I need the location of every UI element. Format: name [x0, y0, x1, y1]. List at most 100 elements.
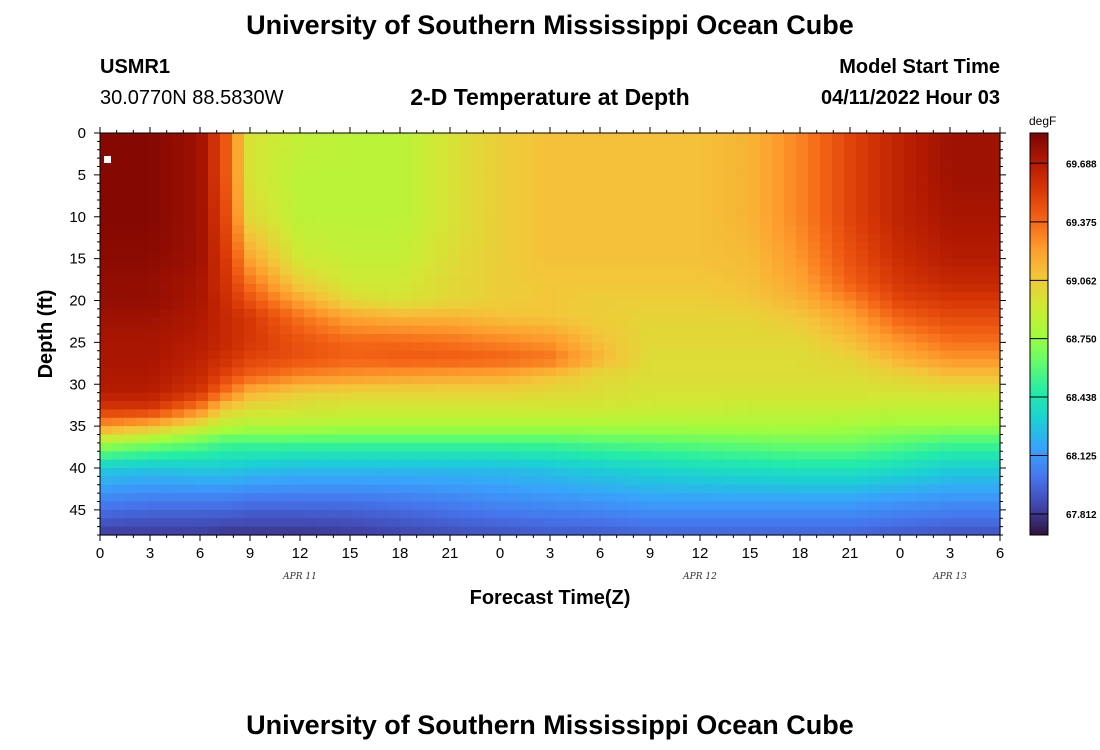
heatmap-cell — [424, 325, 437, 335]
heatmap-cell — [208, 149, 221, 159]
heatmap-cell — [724, 292, 737, 302]
heatmap-cell — [184, 208, 197, 218]
heatmap-cell — [388, 526, 401, 536]
heatmap-cell — [496, 526, 509, 536]
heatmap-cell — [352, 141, 365, 151]
heatmap-cell — [820, 451, 833, 461]
heatmap-cell — [232, 166, 245, 176]
heatmap-cell — [820, 191, 833, 201]
heatmap-cell — [256, 183, 269, 193]
heatmap-cell — [712, 191, 725, 201]
heatmap-cell — [748, 392, 761, 402]
heatmap-cell — [448, 158, 461, 168]
heatmap-cell — [352, 434, 365, 444]
heatmap-cell — [952, 417, 965, 427]
heatmap-cell — [448, 225, 461, 235]
heatmap-cell — [376, 141, 389, 151]
heatmap-cell — [688, 359, 701, 369]
heatmap-cell — [436, 359, 449, 369]
heatmap-cell — [904, 317, 917, 327]
heatmap-cell — [244, 384, 257, 394]
heatmap-cell — [412, 317, 425, 327]
heatmap-cell — [484, 509, 497, 519]
heatmap-cell — [124, 501, 137, 511]
heatmap-cell — [592, 426, 605, 436]
heatmap-cell — [724, 300, 737, 310]
heatmap-cell — [712, 174, 725, 184]
heatmap-cell — [616, 342, 629, 352]
heatmap-cell — [424, 518, 437, 528]
heatmap-cell — [676, 183, 689, 193]
heatmap-cell — [856, 417, 869, 427]
heatmap-cell — [412, 216, 425, 226]
heatmap-cell — [676, 149, 689, 159]
heatmap-cell — [424, 451, 437, 461]
heatmap-cell — [664, 501, 677, 511]
heatmap-cell — [448, 300, 461, 310]
heatmap-cell — [640, 359, 653, 369]
heatmap-cell — [940, 267, 953, 276]
heatmap-cell — [196, 442, 209, 452]
heatmap-cell — [760, 342, 773, 352]
heatmap-cell — [460, 459, 473, 469]
heatmap-cell — [208, 359, 221, 369]
heatmap-cell — [280, 325, 293, 335]
heatmap-cell — [832, 334, 845, 343]
heatmap-cell — [892, 250, 905, 260]
heatmap-cell — [808, 300, 821, 310]
heatmap-cell — [700, 384, 713, 394]
heatmap-cell — [448, 149, 461, 159]
heatmap-cell — [892, 300, 905, 310]
heatmap-cell — [124, 350, 137, 360]
heatmap-cell — [820, 250, 833, 260]
heatmap-cell — [856, 216, 869, 226]
heatmap-cell — [856, 250, 869, 260]
heatmap-cell — [856, 367, 869, 377]
x-tick-label: 18 — [392, 545, 409, 562]
heatmap-cell — [532, 476, 545, 486]
heatmap-cell — [868, 434, 881, 444]
heatmap-cell — [316, 216, 329, 226]
heatmap-cell — [640, 459, 653, 469]
heatmap-cell — [100, 317, 113, 327]
heatmap-cell — [820, 149, 833, 159]
heatmap-cell — [832, 267, 845, 276]
heatmap-cell — [316, 359, 329, 369]
heatmap-cell — [724, 426, 737, 436]
heatmap-cell — [556, 233, 569, 243]
heatmap-cell — [796, 308, 809, 318]
heatmap-cell — [292, 501, 305, 511]
heatmap-cell — [724, 174, 737, 184]
heatmap-cell — [568, 149, 581, 159]
heatmap-cell — [244, 308, 257, 318]
heatmap-cell — [364, 225, 377, 235]
heatmap-cell — [376, 250, 389, 260]
heatmap-cell — [904, 384, 917, 394]
heatmap-cell — [100, 300, 113, 310]
heatmap-cell — [604, 493, 617, 503]
heatmap-cell — [820, 401, 833, 410]
heatmap-cell — [292, 183, 305, 193]
heatmap-cell — [892, 526, 905, 536]
heatmap-cell — [904, 350, 917, 360]
heatmap-cell — [604, 484, 617, 494]
heatmap-cell — [808, 317, 821, 327]
heatmap-cell — [364, 308, 377, 318]
heatmap-cell — [904, 258, 917, 268]
heatmap-cell — [904, 442, 917, 452]
heatmap-cell — [604, 325, 617, 335]
heatmap-cell — [196, 325, 209, 335]
heatmap-cell — [640, 442, 653, 452]
heatmap-cell — [400, 166, 413, 176]
heatmap-cell — [724, 518, 737, 528]
heatmap-cell — [916, 308, 929, 318]
heatmap-cell — [352, 158, 365, 168]
heatmap-cell — [784, 367, 797, 377]
heatmap-cell — [700, 484, 713, 494]
heatmap-cell — [220, 166, 233, 176]
heatmap-cell — [484, 375, 497, 385]
heatmap-cell — [484, 258, 497, 268]
heatmap-cell — [592, 451, 605, 461]
heatmap-cell — [568, 484, 581, 494]
heatmap-cell — [760, 200, 773, 209]
